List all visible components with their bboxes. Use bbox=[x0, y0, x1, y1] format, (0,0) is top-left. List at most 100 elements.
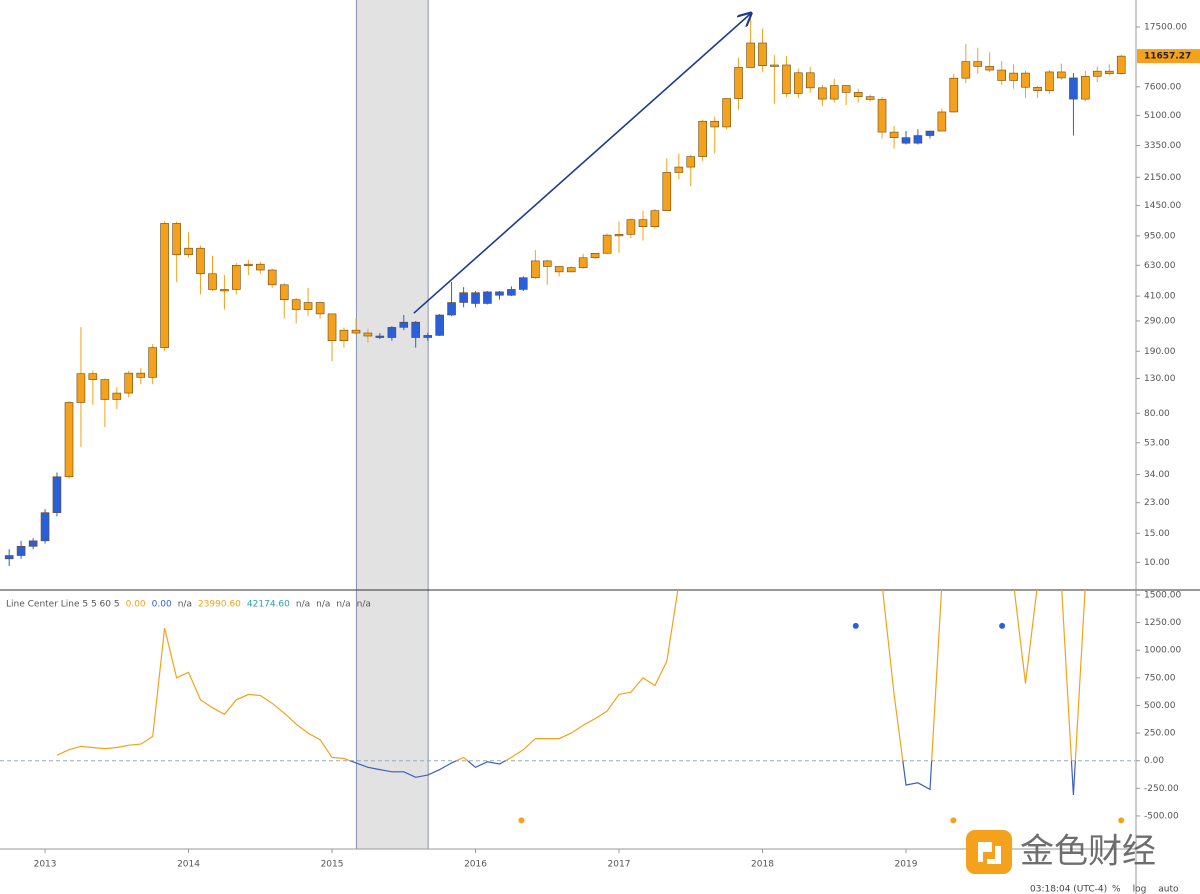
candle-body bbox=[495, 291, 504, 296]
signal-dot bbox=[999, 622, 1006, 629]
x-tick-label: 2019 bbox=[895, 860, 918, 870]
candle-body bbox=[148, 347, 157, 378]
candle-body bbox=[327, 313, 337, 342]
candle-body bbox=[315, 302, 325, 315]
candle-body bbox=[184, 247, 193, 256]
y-tick-label: 17500.00 bbox=[1144, 22, 1187, 32]
indicator-legend-item: n/a bbox=[178, 600, 192, 610]
y-tick-label: -500.00 bbox=[1144, 811, 1179, 821]
y-tick-label: 290.00 bbox=[1144, 316, 1176, 326]
candle-body bbox=[602, 234, 612, 254]
signal-dot bbox=[518, 817, 525, 824]
indicator-line-negative bbox=[348, 760, 1076, 796]
candle-body bbox=[471, 292, 480, 304]
candle-body bbox=[4, 555, 14, 560]
candle-body bbox=[590, 252, 600, 259]
watermark-logo-mark bbox=[978, 842, 1001, 864]
candle-body bbox=[160, 223, 169, 348]
y-tick-label: 10.00 bbox=[1144, 558, 1170, 568]
candle-body bbox=[88, 373, 98, 380]
candle-body bbox=[877, 99, 887, 133]
indicator-legend-item: 0.00 bbox=[126, 600, 146, 610]
y-tick-label: 250.00 bbox=[1144, 729, 1176, 739]
candle-body bbox=[435, 314, 444, 336]
x-tick-label: 2013 bbox=[34, 860, 57, 870]
x-tick-label: 2014 bbox=[177, 860, 200, 870]
candle-body bbox=[1033, 86, 1042, 91]
candle-body bbox=[411, 321, 420, 338]
candle-body bbox=[16, 546, 26, 556]
candle-body bbox=[758, 42, 767, 66]
y-tick-label: 1000.00 bbox=[1144, 646, 1181, 656]
candle-body bbox=[52, 476, 62, 513]
highlight-band bbox=[356, 0, 429, 849]
y-tick-label: 53.00 bbox=[1144, 438, 1170, 448]
y-tick-label: 80.00 bbox=[1144, 409, 1170, 419]
y-tick-label: 630.00 bbox=[1144, 261, 1176, 271]
candle-body bbox=[889, 131, 899, 138]
signal-dot bbox=[1118, 817, 1125, 824]
candle-body bbox=[531, 260, 540, 279]
candle-body bbox=[662, 172, 672, 211]
candle-body bbox=[351, 329, 361, 334]
candle-body bbox=[614, 234, 624, 237]
y-tick-label: 0.00 bbox=[1144, 756, 1164, 766]
candle-body bbox=[136, 372, 146, 378]
candle-body bbox=[901, 137, 911, 144]
y-tick-label: 1500.00 bbox=[1144, 590, 1181, 600]
candle-body bbox=[208, 273, 217, 290]
candle-body bbox=[64, 402, 74, 478]
signal-dot bbox=[950, 817, 957, 824]
y-tick-label: 34.00 bbox=[1144, 470, 1170, 480]
candle-body bbox=[40, 512, 50, 542]
scale-option[interactable]: auto bbox=[1158, 885, 1179, 894]
indicator-legend-item: 42174.60 bbox=[247, 600, 290, 610]
candle-body bbox=[459, 292, 468, 303]
indicator-legend-item: n/a bbox=[357, 600, 371, 610]
candle-body bbox=[447, 302, 456, 316]
candle-body bbox=[650, 210, 660, 227]
candle-body bbox=[1021, 72, 1030, 88]
indicator-legend-item: 23990.60 bbox=[198, 600, 241, 610]
candle-body bbox=[124, 372, 134, 394]
candle-body bbox=[28, 540, 38, 547]
watermark-text: 金色财经 bbox=[1020, 832, 1156, 872]
candle-body bbox=[1045, 71, 1054, 91]
candle-body bbox=[985, 66, 994, 71]
candle-body bbox=[1092, 70, 1102, 77]
scale-option[interactable]: log bbox=[1133, 885, 1147, 894]
candle-body bbox=[196, 247, 205, 275]
candle-body bbox=[1116, 55, 1126, 74]
candle-body bbox=[1069, 77, 1078, 100]
y-tick-label: 15.00 bbox=[1144, 529, 1170, 539]
y-tick-label: 190.00 bbox=[1144, 347, 1176, 357]
candle-body bbox=[267, 269, 277, 286]
candle-body bbox=[375, 335, 385, 338]
candle-body bbox=[291, 299, 301, 310]
candle-body bbox=[244, 263, 253, 266]
candle-body bbox=[770, 64, 779, 67]
candle-body bbox=[1057, 71, 1066, 79]
y-tick-label: 1450.00 bbox=[1144, 201, 1181, 211]
x-tick-label: 2017 bbox=[608, 860, 631, 870]
candle-body bbox=[805, 72, 815, 89]
y-tick-label: 3350.00 bbox=[1144, 141, 1181, 151]
candle-body bbox=[937, 111, 947, 132]
candle-body bbox=[507, 289, 516, 296]
x-tick-label: 2015 bbox=[321, 860, 344, 870]
signal-dot bbox=[852, 622, 859, 629]
candle-body bbox=[566, 267, 576, 273]
candle-body bbox=[782, 64, 791, 94]
y-tick-label: 500.00 bbox=[1144, 701, 1176, 711]
candle-body bbox=[423, 335, 433, 338]
scale-option[interactable]: % bbox=[1112, 885, 1121, 894]
candle-body bbox=[172, 223, 181, 256]
y-tick-label: 2150.00 bbox=[1144, 173, 1181, 183]
candle-body bbox=[519, 277, 528, 290]
indicator-legend-item: n/a bbox=[296, 600, 310, 610]
candle-body bbox=[232, 265, 241, 290]
price-label: 11657.27 bbox=[1144, 52, 1191, 62]
indicator-legend-item: 0.00 bbox=[152, 600, 172, 610]
x-tick-label: 2018 bbox=[751, 860, 774, 870]
candle-body bbox=[100, 379, 110, 400]
